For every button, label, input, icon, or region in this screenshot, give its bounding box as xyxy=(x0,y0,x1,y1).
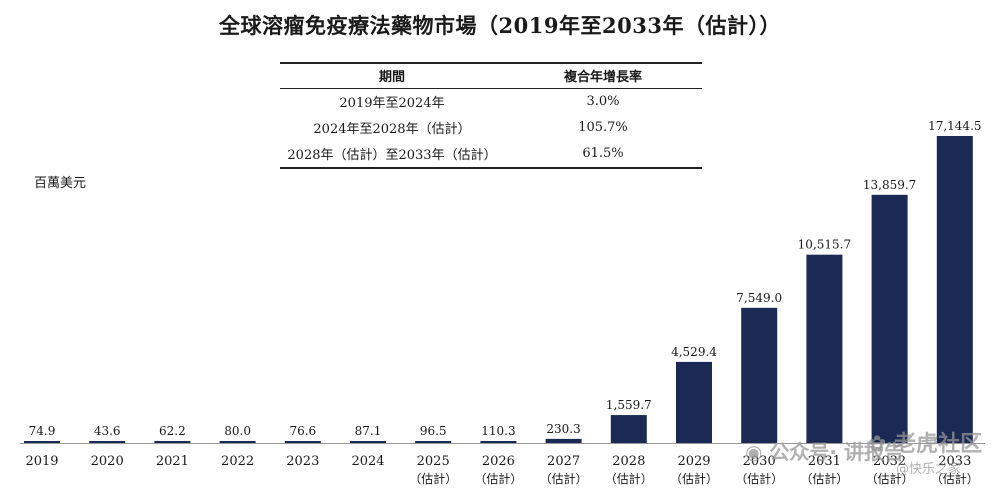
x-tick-label: 2021 xyxy=(156,454,189,469)
bar xyxy=(350,441,386,443)
cagr-rate: 105.7% xyxy=(578,120,628,135)
cagr-rate: 3.0% xyxy=(586,94,620,109)
x-tick-estimate-label: （估計） xyxy=(931,471,979,486)
bar xyxy=(480,441,517,443)
bar xyxy=(676,361,712,443)
x-tick-estimate-label: （估計） xyxy=(735,471,783,486)
cagr-row: 2024年至2028年（估計） 105.7% xyxy=(280,115,702,141)
cagr-period: 2024年至2028年（估計） xyxy=(313,122,471,137)
watermark-sub-text: @快乐之家 xyxy=(896,462,962,477)
x-tick-label: 2028 xyxy=(612,454,645,469)
tiger-icon: ✿ xyxy=(868,432,887,457)
cagr-header-period: 期間 xyxy=(280,62,504,89)
data-label: 62.2 xyxy=(159,424,186,438)
data-label: 80.0 xyxy=(224,424,251,438)
x-tick-label: 2031 xyxy=(808,454,841,469)
x-tick-label: 2026 xyxy=(482,454,515,469)
x-tick-estimate-label: （估計） xyxy=(409,471,457,486)
watermark-left-text: 公众号 xyxy=(769,440,830,464)
cagr-row: 2028年（估計）至2033年（估計） 61.5% xyxy=(280,141,702,169)
bar xyxy=(741,307,778,443)
wechat-icon: ◉ xyxy=(745,440,763,464)
cagr-table: 期間 複合年增長率 2019年至2024年 3.0% 2024年至2028年（估… xyxy=(280,62,702,169)
x-tick-label: 2030 xyxy=(743,454,776,469)
x-tick-estimate-label: （估計） xyxy=(866,471,914,486)
data-label: 10,515.7 xyxy=(798,238,851,252)
data-label: 87.1 xyxy=(355,424,382,438)
data-label: 76.6 xyxy=(289,424,316,438)
x-tick-label: 2023 xyxy=(286,454,319,469)
data-label: 4,529.4 xyxy=(671,345,717,359)
bar xyxy=(24,441,60,443)
data-label: 110.3 xyxy=(481,424,515,438)
bar xyxy=(936,136,973,443)
x-tick-label: 2022 xyxy=(221,454,254,469)
x-tick-estimate-label: （估計） xyxy=(474,471,522,486)
watermark-mid-text: · 讲报告 xyxy=(829,440,904,464)
bar xyxy=(415,441,452,443)
cagr-header-rate: 複合年增長率 xyxy=(504,62,702,89)
data-label: 17,144.5 xyxy=(928,119,981,133)
bar xyxy=(610,415,647,443)
x-tick-label: 2019 xyxy=(25,454,58,469)
bar xyxy=(89,441,126,443)
x-tick-estimate-label: （估計） xyxy=(670,471,718,486)
x-tick-estimate-label: （估計） xyxy=(540,471,588,486)
x-tick-label: 2033 xyxy=(938,454,971,469)
x-tick-label: 2029 xyxy=(677,454,710,469)
x-tick-estimate-label: （估計） xyxy=(800,471,848,486)
cagr-period: 2028年（估計）至2033年（估計） xyxy=(280,141,504,169)
data-label: 230.3 xyxy=(546,422,580,436)
data-label: 7,549.0 xyxy=(736,291,782,305)
cagr-period: 2019年至2024年 xyxy=(339,96,445,111)
x-tick-label: 2025 xyxy=(417,454,450,469)
bar xyxy=(219,441,256,443)
watermark-right-text: 老虎社区 xyxy=(894,432,983,457)
cagr-rate: 61.5% xyxy=(504,141,702,169)
watermark-community: ✿ 老虎社区 xyxy=(868,426,982,458)
x-tick-label: 2027 xyxy=(547,454,580,469)
data-label: 13,859.7 xyxy=(863,178,916,192)
y-unit-label: 百萬美元 xyxy=(34,176,87,191)
bar xyxy=(871,194,908,443)
x-tick-estimate-label: （估計） xyxy=(605,471,653,486)
x-tick-label: 2020 xyxy=(91,454,124,469)
bar xyxy=(806,254,843,443)
chart-title: 全球溶瘤免疫療法藥物市場（2019年至2033年（估計）） xyxy=(219,13,781,38)
bar xyxy=(284,441,321,443)
cagr-header-row: 期間 複合年增長率 xyxy=(280,62,702,89)
data-label: 96.5 xyxy=(420,424,447,438)
x-tick-label: 2024 xyxy=(351,454,384,469)
x-tick-label: 2032 xyxy=(873,454,906,469)
watermark-official-account: ◉ 公众号· 讲报告 xyxy=(745,436,904,465)
bar xyxy=(545,438,582,443)
bar xyxy=(154,441,191,443)
cagr-row: 2019年至2024年 3.0% xyxy=(280,89,702,116)
data-label: 43.6 xyxy=(94,424,121,438)
data-label: 74.9 xyxy=(29,424,56,438)
data-label: 1,559.7 xyxy=(606,398,652,412)
